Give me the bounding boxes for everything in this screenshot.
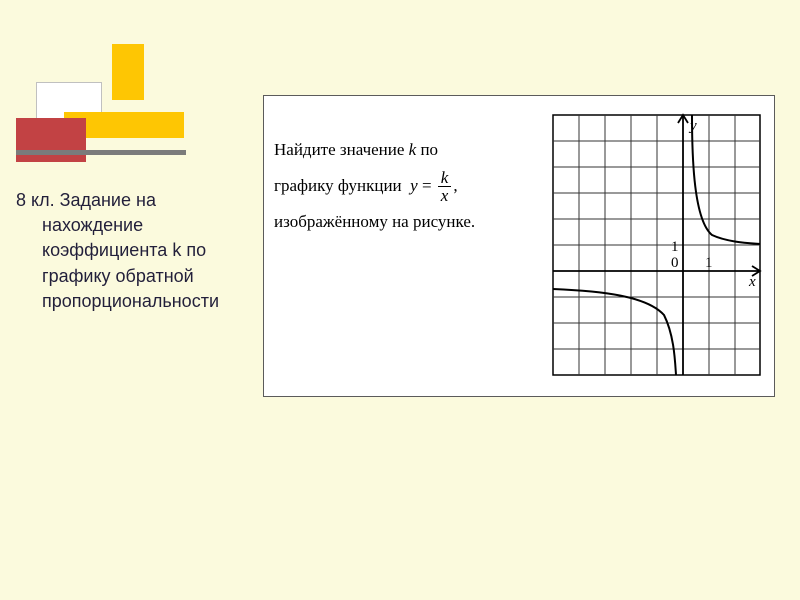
tick-x1: 1	[705, 255, 713, 271]
eq-fraction: k x	[438, 169, 452, 204]
eq-lhs: y	[410, 176, 418, 195]
deco-bar	[16, 150, 186, 155]
eq-numerator: k	[438, 169, 452, 187]
sidebar-line1: 8 кл. Задание на	[16, 190, 156, 210]
sidebar-caption: 8 кл. Задание на нахождение коэффициента…	[16, 188, 231, 314]
problem-part2: по	[420, 140, 438, 159]
problem-statement: Найдите значение k по графику функции y …	[274, 132, 534, 240]
sidebar-line3: коэффициента k по	[42, 238, 231, 263]
sidebar-line2: нахождение	[42, 213, 231, 238]
problem-part1: Найдите значение	[274, 140, 404, 159]
eq-denominator: x	[438, 187, 452, 204]
deco-block-red	[16, 118, 86, 162]
problem-part3: графику функции	[274, 176, 402, 195]
origin-label: 0	[671, 255, 679, 271]
tick-y1: 1	[671, 239, 679, 255]
deco-block-yellow-vert	[112, 44, 144, 100]
figure-panel: Найдите значение k по графику функции y …	[263, 95, 775, 397]
problem-part4: изображённому на рисунке.	[274, 212, 475, 231]
eq-comma: ,	[453, 176, 457, 195]
problem-var-k: k	[409, 140, 417, 159]
axis-x-label: x	[748, 274, 756, 290]
eq-eq: =	[422, 176, 432, 195]
sidebar-line4: графику обратной	[42, 264, 231, 289]
sidebar-line5: пропорциональности	[42, 289, 231, 314]
hyperbola-chart: x y 0 1 1	[552, 110, 762, 380]
